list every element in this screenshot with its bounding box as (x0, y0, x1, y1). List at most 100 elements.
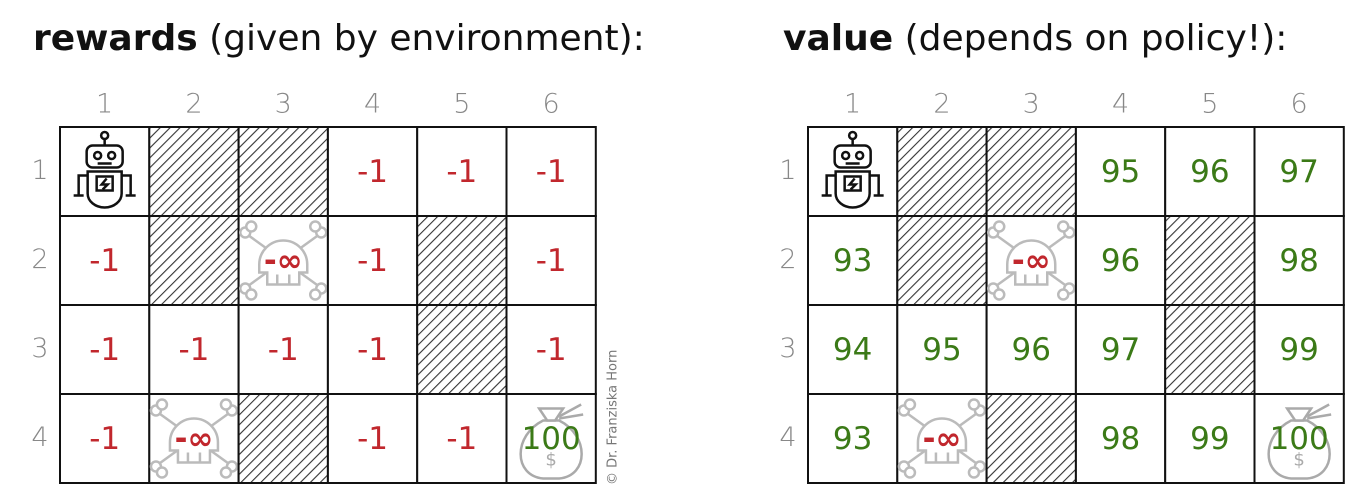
cell-value: 100 (1270, 421, 1329, 457)
grid-cell (807, 215, 899, 306)
grid-cell (896, 304, 988, 395)
row-label: 3 (779, 333, 796, 364)
cell-value: -1 (357, 421, 388, 457)
wall-cell (896, 126, 988, 217)
robot-icon (821, 130, 884, 209)
bone-end (245, 288, 258, 301)
dollar: $ (1293, 450, 1304, 471)
cell-value: 98 (1101, 421, 1140, 457)
cell-value: -1 (357, 154, 388, 190)
grid-cell (326, 215, 419, 306)
wall-cell (1164, 215, 1256, 306)
cell-value: 93 (833, 243, 872, 279)
grid-cell (416, 126, 508, 217)
title-rest: (given by environment): (198, 18, 645, 59)
cell-value: -1 (89, 243, 120, 279)
cell-value: 100 (522, 421, 581, 457)
money-bag-icon (519, 403, 584, 480)
row-label: 1 (779, 155, 796, 186)
robot-panel (843, 175, 862, 192)
row-label: 4 (779, 422, 796, 453)
copyright: © Dr. Franziska Horn (606, 350, 621, 485)
grid-cell (505, 126, 597, 217)
column-label: 4 (1112, 89, 1129, 120)
bone-end (993, 220, 1006, 233)
robot-arm (121, 174, 136, 197)
cell-value: 96 (1101, 243, 1140, 279)
cell-value: -∞ (923, 421, 962, 457)
grid-cell (1253, 215, 1345, 306)
wall-cell (148, 215, 240, 306)
grid-cell (807, 393, 899, 484)
wall-cell (985, 126, 1077, 217)
bag-ribbon (1306, 403, 1332, 420)
cell-value: 97 (1101, 332, 1140, 368)
wall-cell (237, 126, 329, 217)
robot-antenna (99, 130, 110, 141)
robot-head (833, 144, 872, 169)
grid-cell (326, 304, 419, 395)
bag-tie (536, 407, 566, 422)
money-bag-icon (1267, 403, 1332, 480)
wall-cell (416, 215, 508, 306)
cell-value: 95 (922, 332, 961, 368)
bone-end (245, 220, 258, 233)
robot-arm (821, 174, 836, 197)
bone-end (155, 398, 169, 411)
bone-end (309, 220, 322, 233)
column-label: 4 (364, 89, 381, 120)
cell-value: -1 (178, 332, 209, 368)
skull-icon (239, 220, 328, 301)
grid-cell (1074, 215, 1167, 306)
grid-cell (326, 126, 419, 217)
column-label: 1 (844, 89, 861, 120)
column-label: 6 (543, 89, 560, 120)
bag-ribbon (558, 403, 584, 420)
title-rest: (depends on policy!): (893, 18, 1287, 59)
cell-value: -1 (357, 243, 388, 279)
column-label: 1 (96, 89, 113, 120)
column-label: 6 (1291, 89, 1308, 120)
robot-eye (92, 150, 103, 161)
skull (1006, 239, 1057, 286)
cell-value: 93 (833, 421, 872, 457)
bag-tie (1284, 407, 1314, 422)
cell-value: 96 (1190, 154, 1229, 190)
cell-value: 95 (1101, 154, 1140, 190)
wall-cell (148, 126, 240, 217)
robot-arm (869, 174, 884, 197)
grid-cell (148, 304, 240, 395)
robot-eye (106, 150, 117, 161)
cell-value: -∞ (264, 243, 303, 279)
cell-value: -1 (446, 154, 477, 190)
bone-end (903, 398, 917, 411)
cell-value: 98 (1279, 243, 1318, 279)
robot-bolt (846, 177, 859, 191)
bone-end (1057, 288, 1070, 301)
wall-cell (985, 393, 1077, 484)
cell-value: -∞ (1012, 243, 1051, 279)
bag (519, 419, 583, 480)
cell-value: -1 (536, 332, 567, 368)
robot-panel (95, 175, 114, 192)
bone-end (967, 398, 981, 411)
robot-eye (840, 150, 851, 161)
bone-end (993, 288, 1006, 301)
grid-cell (416, 393, 508, 484)
robot-icon (73, 130, 136, 209)
grid-cell (1253, 126, 1345, 217)
title-bold: value (783, 18, 893, 59)
grid-cell (1074, 393, 1167, 484)
robot-body (86, 170, 123, 209)
cell-value: 99 (1190, 421, 1229, 457)
bone-end (155, 466, 169, 479)
bone-end (903, 466, 917, 479)
skull (916, 417, 968, 464)
grid-cell (237, 304, 329, 395)
cell-value: -1 (536, 243, 567, 279)
grid-cell (505, 215, 597, 306)
column-label: 3 (275, 89, 292, 120)
grid-cell (59, 393, 151, 484)
cell-value: 97 (1279, 154, 1318, 190)
